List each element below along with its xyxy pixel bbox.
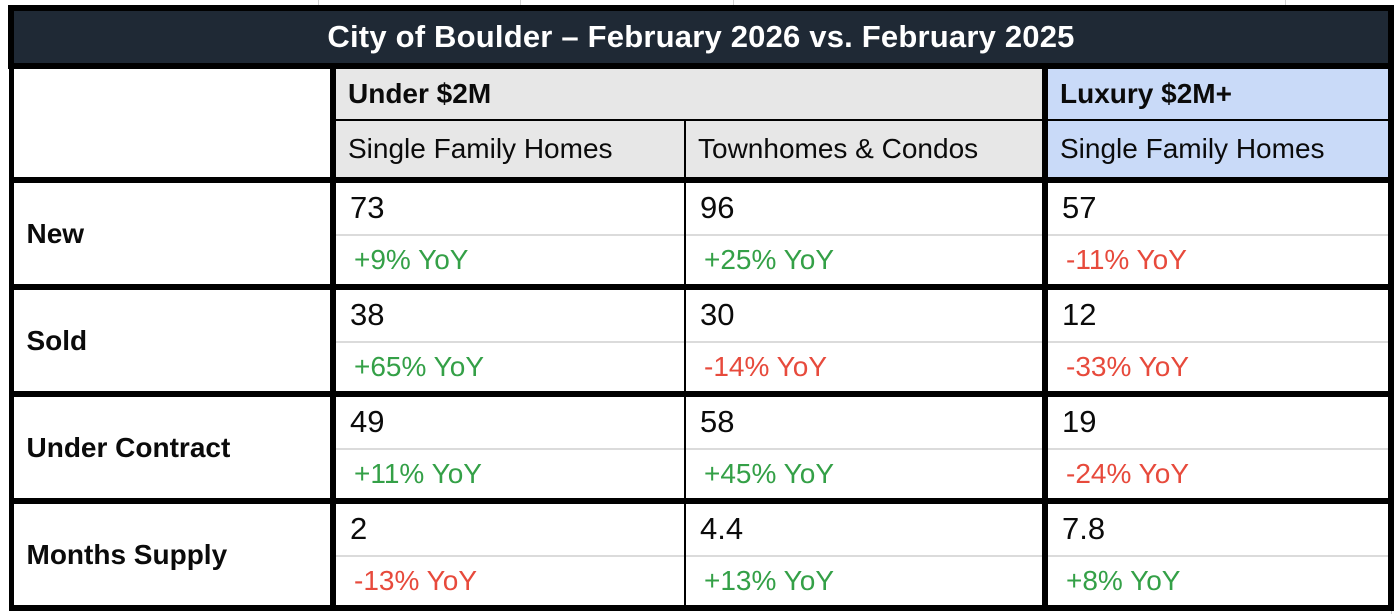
data-cell: 58 +45% YoY (685, 394, 1048, 504)
table-row-months-supply: Months Supply 2 -13% YoY 4.4 +13% YoY 7.… (8, 501, 1395, 611)
column-header-single-family: Single Family Homes (333, 120, 686, 183)
column-header-luxury-single-family: Single Family Homes (1045, 120, 1395, 183)
gridline-remnant (520, 0, 521, 6)
cell-yoy-change: -33% YoY (1066, 350, 1189, 382)
data-cell: 2 -13% YoY (333, 501, 686, 611)
column-group-luxury-2m-plus: Luxury $2M+ (1045, 63, 1395, 121)
market-stats-table: City of Boulder – February 2026 vs. Febr… (7, 5, 1395, 611)
table-title: City of Boulder – February 2026 vs. Febr… (7, 5, 1395, 69)
data-cell: 38 +65% YoY (333, 287, 686, 397)
cell-value: 7.8 (1048, 504, 1389, 557)
data-cell: 73 +9% YoY (333, 180, 686, 290)
table-row-new: New 73 +9% YoY 96 +25% YoY 57 -11% YoY (8, 180, 1395, 290)
cell-yoy-change: +8% YoY (1066, 564, 1181, 596)
row-label: Under Contract (8, 394, 336, 504)
cell-value: 96 (686, 183, 1042, 236)
cell-yoy-change: +45% YoY (704, 457, 835, 489)
cell-value: 19 (1048, 397, 1389, 450)
column-subheader-row: Single Family Homes Townhomes & Condos S… (11, 120, 1395, 183)
data-cell: 12 -33% YoY (1045, 287, 1395, 397)
data-cell: 7.8 +8% YoY (1045, 501, 1395, 611)
gridline-remnant (1285, 0, 1286, 6)
cell-yoy-change: +13% YoY (704, 564, 835, 596)
cell-value: 30 (686, 290, 1042, 343)
cell-value: 73 (336, 183, 684, 236)
row-label: New (8, 180, 336, 290)
cell-yoy-change: +25% YoY (704, 243, 835, 275)
data-cell: 96 +25% YoY (685, 180, 1048, 290)
table-row-under-contract: Under Contract 49 +11% YoY 58 +45% YoY 1… (8, 394, 1395, 504)
row-label: Sold (8, 287, 336, 397)
cell-value: 49 (336, 397, 684, 450)
gridline-remnant (1391, 608, 1392, 614)
data-cell: 30 -14% YoY (685, 287, 1048, 397)
gridline-remnant (318, 0, 319, 6)
cell-yoy-change: -13% YoY (354, 564, 477, 596)
cell-value: 38 (336, 290, 684, 343)
cell-yoy-change: -14% YoY (704, 350, 827, 382)
column-group-under-2m: Under $2M (333, 63, 1048, 121)
gridline-remnant (733, 0, 734, 6)
column-group-header-row: Under $2M Luxury $2M+ (8, 63, 1395, 183)
data-cell: 57 -11% YoY (1045, 180, 1395, 290)
title-row: City of Boulder – February 2026 vs. Febr… (7, 5, 1395, 69)
cell-yoy-change: +11% YoY (354, 457, 482, 489)
cell-yoy-change: +9% YoY (354, 243, 469, 275)
cell-value: 2 (336, 504, 684, 557)
cell-value: 4.4 (686, 504, 1042, 557)
data-cell: 4.4 +13% YoY (685, 501, 1048, 611)
row-label: Months Supply (8, 501, 336, 611)
cell-value: 12 (1048, 290, 1389, 343)
cell-yoy-change: -11% YoY (1066, 243, 1187, 275)
cell-value: 58 (686, 397, 1042, 450)
column-header-townhomes-condos: Townhomes & Condos (685, 120, 1048, 183)
cell-value: 57 (1048, 183, 1389, 236)
cell-yoy-change: +65% YoY (354, 350, 485, 382)
table-row-sold: Sold 38 +65% YoY 30 -14% YoY 12 -33% YoY (8, 287, 1395, 397)
data-cell: 49 +11% YoY (333, 394, 686, 504)
cell-yoy-change: -24% YoY (1066, 457, 1189, 489)
data-cell: 19 -24% YoY (1045, 394, 1395, 504)
corner-cell (8, 66, 336, 183)
